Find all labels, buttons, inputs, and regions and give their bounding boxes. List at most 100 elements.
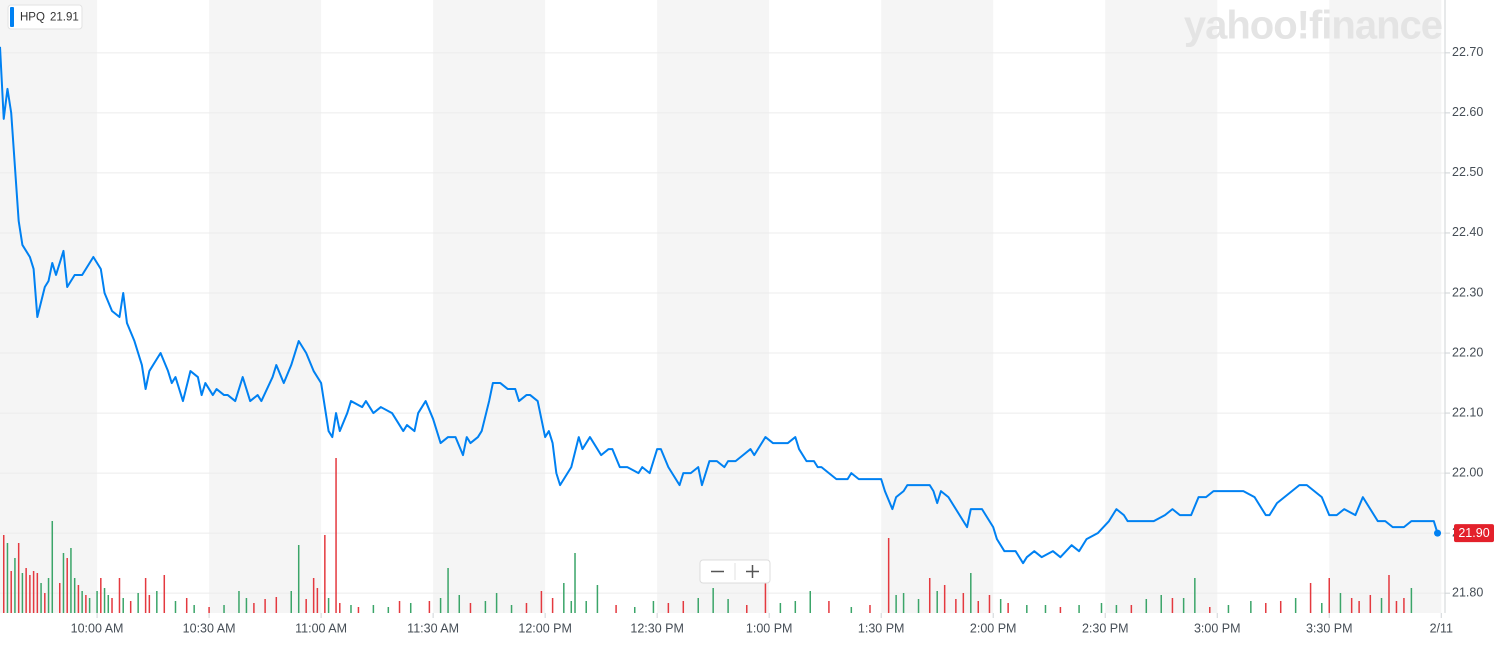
y-tick-label: 22.70 [1452, 45, 1483, 59]
volume-bar [869, 605, 871, 613]
volume-bar [1279, 601, 1282, 613]
volume-bar [809, 591, 811, 613]
volume-bar [977, 601, 980, 613]
volume-bar [850, 607, 853, 613]
volume-bar [447, 568, 449, 613]
volume-bar [764, 583, 767, 613]
volume-bar [62, 553, 65, 613]
volume-bar [1044, 605, 1047, 613]
volume-bar [290, 591, 292, 613]
volume-bar [223, 605, 225, 613]
volume-bar [208, 607, 210, 613]
volume-bar [111, 598, 113, 613]
volume-bar [70, 548, 72, 613]
volume-bar [510, 605, 513, 613]
time-band [881, 0, 994, 613]
y-tick-label: 22.20 [1452, 345, 1483, 359]
volume-bar [970, 573, 972, 613]
x-tick-label: 12:00 PM [518, 621, 572, 635]
volume-bar [1403, 598, 1405, 613]
volume-bar [51, 521, 54, 613]
volume-bar [570, 601, 573, 613]
volume-bar [122, 598, 124, 613]
zoom-controls[interactable] [699, 559, 771, 584]
volume-bar [245, 598, 248, 613]
volume-bar [887, 538, 890, 613]
volume-bar [746, 605, 748, 613]
volume-bar [1100, 603, 1103, 613]
volume-bar [988, 595, 991, 613]
volume-bar [1321, 603, 1323, 613]
volume-bar [253, 603, 255, 613]
volume-bar [1369, 595, 1372, 613]
volume-bar [163, 575, 166, 613]
volume-bar [697, 598, 699, 613]
volume-bar [484, 601, 487, 613]
volume-bar [585, 601, 587, 613]
last-price-tag [1454, 524, 1494, 543]
y-tick-label: 22.00 [1452, 465, 1483, 479]
grid [0, 52, 1445, 594]
time-band [1105, 0, 1218, 613]
volume-bar [962, 593, 965, 613]
volume-bar [1130, 605, 1133, 613]
volume-bar [77, 585, 80, 613]
volume-bar [29, 575, 31, 613]
volume-bar [2, 535, 5, 613]
volume-bar [238, 591, 240, 613]
volume-bar [727, 599, 729, 613]
x-tick-label: 2:00 PM [970, 621, 1017, 635]
watermark: yahoo!finance [1184, 4, 1442, 48]
time-band [209, 0, 322, 613]
volume-bar [1395, 601, 1398, 613]
x-tick-label: 11:30 AM [407, 621, 459, 635]
volume-bar [682, 601, 685, 613]
badge-value: 21.91 [50, 12, 79, 24]
volume-bar [828, 601, 830, 613]
volume-bar [372, 605, 375, 613]
volume-bar [1059, 607, 1062, 613]
x-tick-label: 3:00 PM [1194, 621, 1241, 635]
time-band [0, 0, 98, 613]
volume-bar [902, 593, 905, 613]
volume-bar [1265, 603, 1267, 613]
volume-bar [324, 535, 326, 613]
x-tick-label: 1:30 PM [858, 621, 905, 635]
time-band [657, 0, 770, 613]
volume-bar [525, 603, 528, 613]
volume-bar [350, 605, 352, 613]
volume-bar [40, 583, 42, 613]
volume-bar [107, 595, 110, 613]
y-tick-label: 21.80 [1452, 585, 1483, 599]
volume-bar [495, 593, 498, 613]
badge-color [10, 7, 14, 27]
volume-bar [615, 605, 617, 613]
x-tick-label: 12:30 PM [630, 621, 684, 635]
volume-bar [469, 603, 472, 613]
x-tick-label: 11:00 AM [295, 621, 347, 635]
volume-bar [327, 598, 330, 613]
volume-bar [96, 591, 98, 613]
x-tick-label: 10:30 AM [183, 621, 236, 635]
volume-bar [1328, 578, 1331, 613]
y-tick-label: 22.50 [1452, 165, 1483, 179]
volume-bar [144, 578, 147, 613]
volume-bar [1115, 605, 1118, 613]
y-tick-label: 22.30 [1452, 285, 1483, 299]
volume-bar [1294, 598, 1297, 613]
volume-bar [85, 595, 87, 613]
volume-bar [25, 568, 27, 613]
bands [0, 0, 1441, 613]
x-tick-label: 2:30 PM [1082, 621, 1129, 635]
x-tick-label: 1:00 PM [746, 621, 793, 635]
volume-bar [596, 585, 599, 613]
volume-bar [6, 543, 9, 613]
volume-bar [193, 605, 195, 613]
volume-bar [264, 599, 266, 613]
volume-bar [275, 597, 278, 613]
volume-bar [1388, 575, 1390, 613]
last-point [1434, 529, 1442, 537]
badge-name: HPQ [20, 12, 45, 24]
volume-bar [1410, 588, 1413, 613]
